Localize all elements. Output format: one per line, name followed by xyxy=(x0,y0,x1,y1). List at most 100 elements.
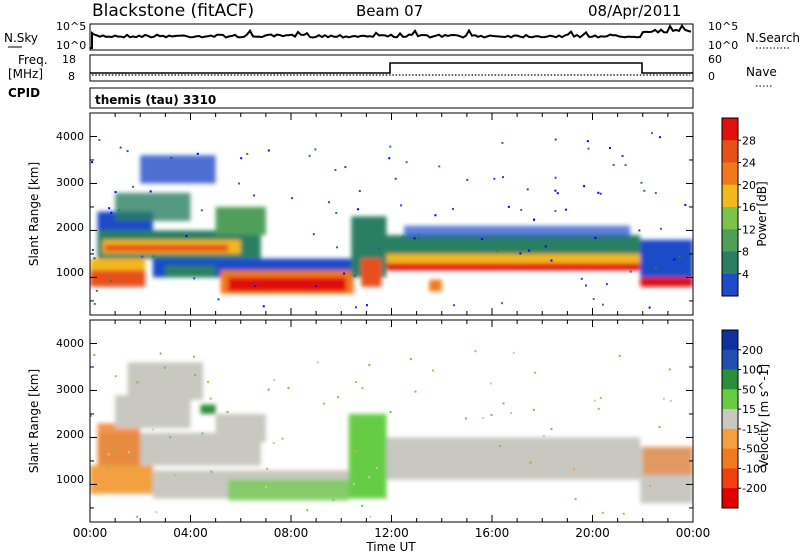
scatter-band xyxy=(215,413,266,443)
scatter-point xyxy=(226,410,229,413)
velocity-scatter xyxy=(90,350,693,518)
scatter-point xyxy=(542,435,545,438)
colorbar-tick-label: 15 xyxy=(742,403,756,416)
scatter-point xyxy=(354,450,357,453)
velocity-y-tick-2000: 2000 xyxy=(56,428,84,441)
scatter-point xyxy=(599,192,602,195)
scatter-point xyxy=(389,411,392,414)
scatter-point xyxy=(113,448,116,451)
nave-tick-top: 60 xyxy=(708,53,722,66)
scatter-point xyxy=(114,375,117,378)
scatter-point xyxy=(246,152,249,155)
scatter-point xyxy=(474,350,477,353)
scatter-point xyxy=(126,150,129,153)
scatter-point xyxy=(389,145,392,148)
scatter-band xyxy=(429,279,442,292)
scatter-point xyxy=(481,238,484,241)
scatter-point xyxy=(265,485,268,488)
scatter-point xyxy=(267,149,270,152)
scatter-point xyxy=(528,249,531,252)
scatter-band xyxy=(215,206,266,236)
colorbar-swatch xyxy=(722,369,738,390)
x-tick-0400: 04:00 xyxy=(173,526,208,540)
colorbar-swatch xyxy=(722,330,738,351)
colorbar-swatch xyxy=(722,162,738,186)
scatter-point xyxy=(495,249,498,252)
colorbar-swatch xyxy=(722,488,738,509)
scatter-point xyxy=(114,191,117,194)
scatter-point xyxy=(306,509,309,512)
scatter-point xyxy=(502,402,505,405)
scatter-point xyxy=(141,255,144,258)
scatter-point xyxy=(136,515,139,518)
colorbar-tick-label: 28 xyxy=(742,134,756,147)
scatter-point xyxy=(90,161,93,164)
scatter-point xyxy=(200,209,203,212)
scatter-point xyxy=(643,189,646,192)
scatter-point xyxy=(583,185,586,188)
power-axis-ticks xyxy=(89,112,694,315)
scatter-point xyxy=(358,190,361,193)
scatter-band xyxy=(140,155,216,184)
scatter-point xyxy=(209,397,212,400)
scatter-point xyxy=(369,515,372,518)
scatter-point xyxy=(438,165,441,168)
colorbar-tick-label: 20 xyxy=(742,179,756,192)
scatter-band xyxy=(386,263,641,271)
colorbar-swatch xyxy=(722,389,738,410)
scatter-point xyxy=(110,211,113,214)
scatter-point xyxy=(554,189,557,192)
scatter-point xyxy=(206,380,209,383)
scatter-point xyxy=(152,255,155,258)
scatter-point xyxy=(673,258,676,261)
power-y-tick-3000: 3000 xyxy=(56,176,84,189)
colorbar-swatch xyxy=(722,118,738,141)
scatter-point xyxy=(240,157,243,160)
scatter-point xyxy=(556,192,559,195)
scatter-point xyxy=(409,358,412,361)
scatter-point xyxy=(520,208,523,211)
frequency-panel: Freq. [MHz] 18 8 60 0 Nave xyxy=(8,53,777,87)
scatter-point xyxy=(93,353,96,356)
scatter-point xyxy=(388,157,391,160)
scatter-point xyxy=(532,408,535,411)
scatter-point xyxy=(688,273,691,276)
colorbar-swatch xyxy=(722,428,738,449)
scatter-band xyxy=(165,265,216,278)
scatter-point xyxy=(550,259,553,262)
scatter-point xyxy=(332,498,335,501)
scatter-point xyxy=(618,354,621,357)
freq-label-1: Freq. xyxy=(18,53,48,67)
scatter-point xyxy=(413,237,416,240)
scatter-point xyxy=(136,381,139,384)
scatter-point xyxy=(175,374,178,377)
scatter-point xyxy=(526,188,529,191)
velocity-y-axis-label: Slant Range [km] xyxy=(27,369,41,473)
scatter-point xyxy=(584,284,587,287)
colorbar-tick-label: 8 xyxy=(742,246,749,259)
scatter-point xyxy=(377,247,380,250)
noise-left-tick-bottom: 10^0 xyxy=(56,39,86,52)
scatter-point xyxy=(119,146,122,149)
scatter-point xyxy=(353,274,356,277)
scatter-point xyxy=(262,305,265,308)
scatter-point xyxy=(659,227,662,230)
scatter-band xyxy=(640,239,693,278)
scatter-point xyxy=(107,453,110,456)
scatter-band xyxy=(90,268,146,287)
scatter-point xyxy=(93,302,96,305)
power-colorbar: 28 24 20 16 12 8 4 xyxy=(721,117,756,297)
scatter-point xyxy=(254,285,257,288)
scatter-point xyxy=(529,461,532,464)
nave-label: Nave xyxy=(746,65,777,79)
scatter-point xyxy=(668,368,671,371)
scatter-point xyxy=(612,163,615,166)
scatter-point xyxy=(501,302,504,305)
colorbar-tick-label: -15 xyxy=(742,423,760,436)
scatter-point xyxy=(534,371,537,374)
scatter-point xyxy=(584,453,587,456)
scatter-point xyxy=(118,208,121,211)
scatter-point xyxy=(193,277,196,280)
scatter-point xyxy=(554,138,557,141)
scatter-point xyxy=(169,436,172,439)
